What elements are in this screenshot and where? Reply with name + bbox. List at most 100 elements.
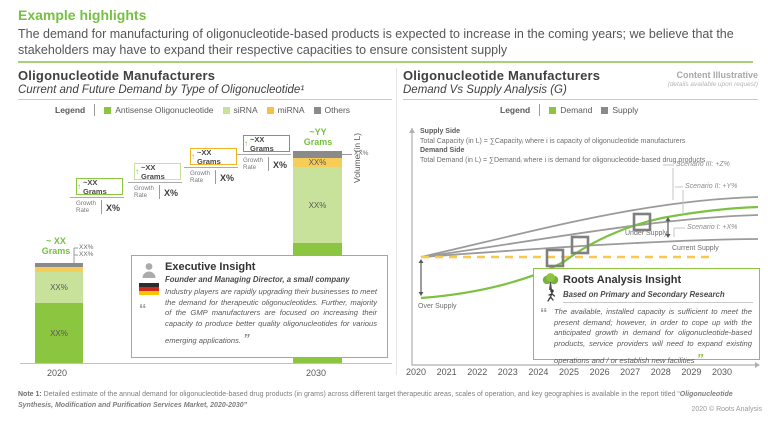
current-supply-label: Current Supply [672, 245, 719, 252]
footnote-text: Detailed estimate of the annual demand f… [41, 391, 680, 398]
content-illustrative-label: Content Illustrative [676, 70, 758, 80]
page-subtitle: The demand for manufacturing of oligonuc… [18, 27, 734, 58]
axes [411, 128, 758, 366]
close-quote-icon: ” [243, 330, 249, 346]
legend-label: Demand [560, 105, 593, 115]
year-tick: 2020 [406, 367, 427, 377]
right-x-axis-years: 2020 2021 2022 2023 2024 2025 2026 2027 … [406, 367, 732, 377]
runner-icon [547, 289, 556, 302]
content-illustrative-note: (details available upon request) [667, 81, 758, 88]
bar-2030-others-segment [293, 151, 342, 158]
year-tick: 2030 [711, 367, 732, 377]
quote-text: Industry players are rapidly upgrading t… [165, 287, 377, 345]
insight-quote: Industry players are rapidly upgrading t… [165, 287, 377, 348]
segment-value: XX% [50, 283, 68, 292]
legend-separator [539, 104, 541, 116]
x-axis-arrow-icon [755, 362, 760, 368]
callout-line [342, 154, 352, 155]
sirna-swatch-icon [222, 106, 230, 114]
year-tick: 2028 [650, 367, 671, 377]
up-arrow-icon: ↑ [191, 152, 195, 161]
callout-baseline [128, 182, 182, 183]
bar-2030-sirna-segment: XX% [293, 167, 342, 243]
copyright: 2020 © Roots Analysis [691, 406, 762, 413]
formula-block: Supply Side Total Capacity (in L) = ∑Cap… [420, 127, 750, 165]
growth-separator [268, 157, 269, 171]
page-title: Example highlights [18, 7, 147, 23]
bar-2020-mirna-tick: XX% [79, 251, 94, 258]
bar-2020-antisense-segment: XX% [35, 303, 83, 363]
growth-separator [101, 200, 102, 214]
executive-insight-box: “ Executive Insight Founder and Managing… [131, 255, 388, 358]
left-legend: Legend Antisense Oligonucleotide siRNA m… [55, 104, 350, 116]
growth-callout-3: ↑ ~XX Grams [190, 148, 237, 166]
legend-separator [94, 104, 96, 116]
footnote: Note 1: Detailed estimate of the annual … [18, 390, 762, 411]
roots-analysis-insight-box: Roots Analysis Insight Based on Primary … [533, 268, 760, 366]
bar-2030-mirna-segment: XX% [293, 158, 342, 167]
bar-2020-others-tick: XX% [79, 244, 94, 251]
grams-label: ~XX Grams [83, 177, 107, 196]
left-chart-subtitle: Current and Future Demand by Type of Oli… [18, 84, 305, 96]
right-legend-title: Legend [500, 105, 531, 115]
callout-baseline [184, 167, 238, 168]
over-supply-arrowheads [418, 259, 424, 296]
legend-label: siRNA [233, 105, 258, 115]
insight-title: Executive Insight [165, 261, 256, 273]
segment-value: XX% [308, 200, 327, 210]
growth-rate-label: Growth Rate [134, 185, 154, 199]
growth-separator [215, 170, 216, 184]
right-chart-title: Oligonucleotide Manufacturers [403, 68, 601, 83]
scenario2-line [420, 214, 759, 258]
legend-label: Others [324, 105, 351, 115]
y-axis-label: Volume (in L) [352, 132, 362, 183]
panel-divider [396, 68, 397, 375]
bar-2020: XX% XX% [35, 263, 83, 363]
intersection-marker-2 [570, 235, 590, 255]
legend-item-antisense: Antisense Oligonucleotide [104, 105, 214, 115]
right-chart-subtitle: Demand Vs Supply Analysis (G) [403, 84, 567, 96]
left-chart-title: Oligonucleotide Manufacturers [18, 68, 216, 83]
legend-item-supply: Supply [601, 105, 638, 115]
growth-rate-label: Growth Rate [243, 157, 263, 171]
open-quote-icon: “ [139, 301, 146, 318]
antisense-swatch-icon [104, 106, 112, 114]
bar-2030-others-tick: XX% [354, 150, 369, 157]
others-swatch-icon [313, 106, 321, 114]
insight-attribution: Based on Primary and Secondary Research [563, 290, 725, 299]
growth-rate-value: X% [164, 188, 179, 198]
demand-swatch-icon [549, 106, 557, 114]
total-line1: ~YY [309, 127, 327, 137]
supply-side-title: Supply Side [420, 128, 461, 135]
legend-item-sirna: siRNA [222, 105, 258, 115]
growth-rate-value: X% [106, 203, 121, 213]
header-divider [18, 61, 753, 63]
growth-rate-label: Growth Rate [190, 170, 210, 184]
year-tick: 2027 [620, 367, 641, 377]
right-legend: Legend Demand Supply [500, 104, 638, 116]
growth-rate-value: X% [220, 173, 235, 183]
total-line2: Grams [303, 136, 333, 147]
bar-2020-mirna-segment [35, 267, 83, 272]
supply-side-formula: Total Capacity (in L) = ∑Capacityᵢ where… [420, 137, 686, 145]
scenario2-label: Scenario II: +Y% [685, 183, 738, 190]
year-tick: 2025 [558, 367, 579, 377]
demand-side-title: Demand Side [420, 147, 465, 154]
callout-baseline [70, 197, 124, 198]
right-title-divider [403, 99, 758, 100]
year-tick: 2021 [436, 367, 457, 377]
scenario-leader-lines [663, 164, 685, 237]
segment-value: XX% [50, 328, 68, 338]
insight-divider [563, 302, 753, 303]
supply-swatch-icon [601, 106, 609, 114]
year-tick: 2023 [497, 367, 518, 377]
segment-value: XX% [308, 158, 327, 167]
callout-baseline [237, 154, 291, 155]
total-line2: Grams [41, 245, 71, 256]
growth-rate-value: X% [273, 160, 288, 170]
supply-demand-chart [409, 128, 760, 368]
growth-callout-1: ↑ ~XX Grams [76, 177, 123, 196]
intersection-marker-1 [545, 248, 565, 268]
grams-label: ~XX Grams [250, 134, 274, 153]
